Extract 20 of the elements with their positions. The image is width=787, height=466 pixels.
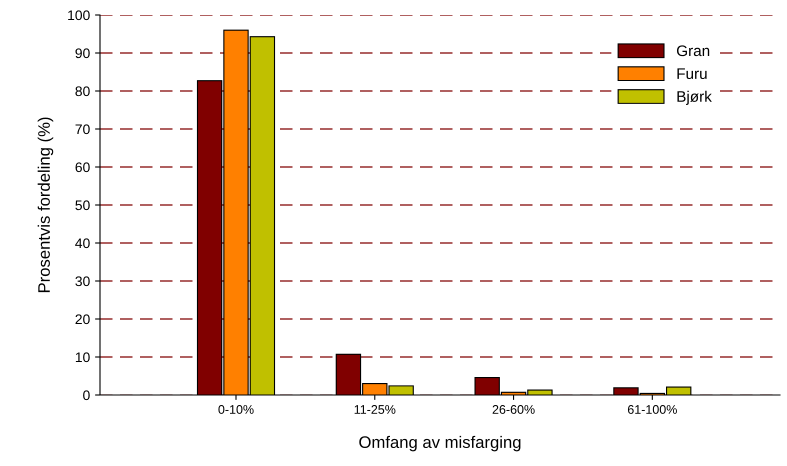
- y-tick-label: 100: [68, 10, 90, 20]
- y-tick-label: 10: [76, 352, 90, 362]
- x-tick-label: 11-25%: [354, 405, 396, 414]
- y-tick-label: 40: [75, 238, 90, 248]
- y-tick-label: 30: [75, 276, 90, 286]
- x-tick-label: 61-100%: [628, 405, 677, 414]
- y-tick-label: 0: [83, 390, 90, 400]
- y-tick-label: 50: [75, 200, 90, 210]
- y-tick-label: 70: [76, 124, 90, 134]
- legend-label: Gran: [676, 45, 710, 56]
- y-tick-label: 90: [75, 48, 90, 58]
- legend-label: Furu: [677, 68, 707, 80]
- y-tick-label: 60: [76, 162, 90, 172]
- legend-label: Bjørk: [677, 90, 712, 105]
- x-axis-title: Omfang av misfarging: [359, 436, 520, 452]
- y-tick-label: 80: [75, 86, 90, 96]
- y-tick-label: 20: [76, 314, 90, 324]
- x-tick-label: 0-10%: [218, 405, 254, 414]
- y-axis-title: Prosentvis fordeling (%): [38, 118, 54, 292]
- x-tick-label: 26-60%: [492, 405, 535, 414]
